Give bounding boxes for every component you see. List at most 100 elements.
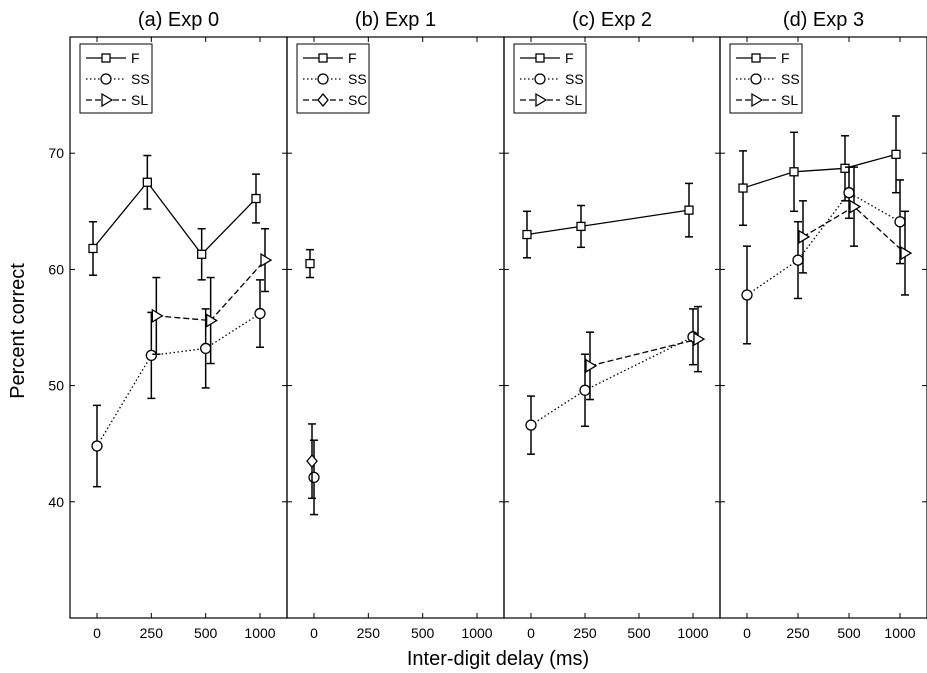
x-tick-label: 250 [786,625,810,641]
y-tick-label: 60 [48,261,64,277]
y-axis-label: Percent correct [7,263,29,399]
legend-label-SL: SL [565,92,582,108]
panel-frame [719,36,927,619]
panel-0: (a) Exp 0 0 250 500 1000 40 50 60 70 F SS SL [48,9,288,641]
panel-3: (d) Exp 3 0 250 500 1000 F SS SL [719,9,927,641]
panels: (a) Exp 0 0 250 500 1000 40 50 60 70 F SS SL (b) Exp… [48,9,927,641]
data-point-SL [693,331,706,347]
legend-box [296,43,370,114]
legend-marker-SL [535,92,548,108]
x-tick-label: 250 [357,625,381,641]
x-tick-label: 1000 [244,625,275,641]
data-point-F [576,221,586,232]
legend-label-SS: SS [565,71,584,87]
panel-frame [503,36,721,619]
data-point-F [251,193,261,204]
legend-marker-F [318,53,328,63]
data-point-SS [91,440,103,452]
legend-marker-F [535,53,545,63]
series-line-F [742,153,897,189]
legend-marker-SL [101,92,114,108]
x-tick-label: 0 [527,625,535,641]
data-point-F [305,258,315,269]
data-point-SS [254,307,266,320]
data-point-SL [260,252,273,268]
x-tick-label: 0 [93,625,101,641]
panel-title: (c) Exp 2 [572,9,652,31]
panel-title: (b) Exp 1 [355,9,436,31]
data-point-SS [792,254,804,266]
data-point-SL [206,313,218,328]
x-tick-label: 0 [743,625,751,641]
data-point-SS [894,216,906,228]
x-tick-label: 1000 [677,625,708,641]
x-tick-label: 1000 [461,625,492,641]
legend-marker-SS [100,73,112,85]
x-tick-label: 1000 [884,625,915,641]
legend-marker-F [101,53,111,63]
x-tick-label: 250 [140,625,164,641]
data-point-F [840,163,850,173]
data-point-SL [151,308,164,324]
data-point-F [142,177,152,187]
data-point-F [197,249,207,259]
data-point-F [789,167,799,177]
data-point-F [891,149,901,160]
data-point-F [738,183,748,193]
panel-2: (c) Exp 2 0 250 500 1000 F SS SL [503,9,721,641]
legend-label-SL: SL [781,92,798,108]
legend-marker-SS [750,73,762,85]
x-tick-label: 500 [837,625,861,641]
data-point-F [522,229,532,240]
panel-1: (b) Exp 1 0 250 500 1000 F SS SC [286,9,505,641]
legend-label-SL: SL [131,92,148,108]
legend-label-F: F [348,50,357,66]
y-tick-label: 50 [48,378,64,394]
data-point-SS [843,187,855,199]
data-point-SS [741,289,753,301]
legend-marker-SL [751,92,764,108]
series-line-F [526,209,690,236]
data-point-SL [900,245,913,261]
data-point-SL [849,199,862,214]
legend-box [513,43,587,114]
data-point-SS [200,342,212,355]
legend-box [729,43,803,114]
legend-label-SS: SS [131,71,150,87]
data-point-SS [579,384,591,396]
series-line-SS [530,336,694,426]
data-point-F [88,243,98,254]
series-line-SL [589,338,699,367]
x-tick-label: 500 [411,625,435,641]
legend-label-SS: SS [781,71,800,87]
data-point-SL [585,358,598,373]
legend-label-F: F [781,50,790,66]
panel-title: (a) Exp 0 [138,9,219,31]
legend-label-SS: SS [348,71,367,87]
panel-frame [286,36,505,619]
legend-marker-F [751,53,761,63]
data-point-SS [525,419,537,431]
legend-marker-SS [317,73,329,85]
series-line-SS [96,313,261,447]
legend-label-F: F [131,50,140,66]
legend-marker-SC [317,92,329,108]
legend-label-SC: SC [348,92,367,108]
series-line-SS [746,191,901,296]
x-axis-label: Inter-digit delay (ms) [407,648,589,670]
data-point-SS [308,471,320,484]
x-tick-label: 0 [310,625,318,641]
x-tick-label: 250 [573,625,597,641]
panel-frame [69,36,288,619]
panel-title: (d) Exp 3 [783,9,864,31]
data-point-SL [798,229,811,245]
data-point-SS [145,349,157,362]
y-tick-label: 70 [48,145,64,161]
legend-box [79,43,153,114]
x-tick-label: 500 [627,625,651,641]
x-tick-label: 500 [194,625,218,641]
data-point-F [684,205,694,215]
legend-label-F: F [565,50,574,66]
legend-marker-SS [534,73,546,85]
